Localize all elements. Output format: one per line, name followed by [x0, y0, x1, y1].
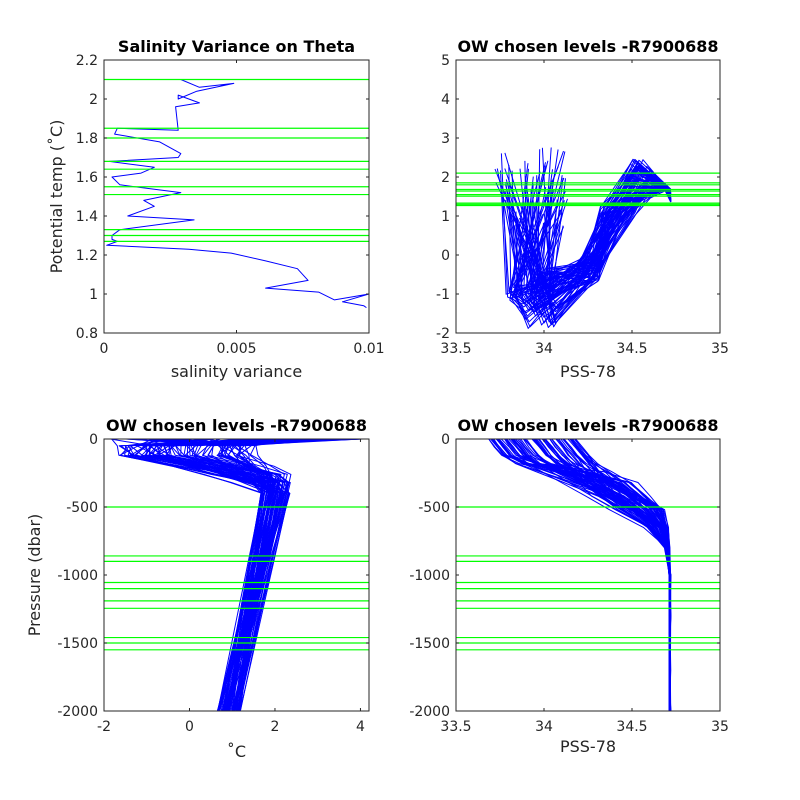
y-tick-label: 1: [89, 287, 98, 303]
y-tick-label: -500: [66, 500, 98, 516]
y-tick-label: 2.2: [76, 53, 98, 69]
x-axis-label-1: salinity variance: [171, 362, 302, 381]
y-tick-label: -1000: [57, 568, 98, 584]
x-tick-label: 0.005: [216, 341, 256, 357]
temperature-profile: [125, 439, 262, 711]
y-tick-label: -1500: [409, 636, 450, 652]
x-tick-label: 34.5: [616, 341, 647, 357]
y-axis-label-3: Pressure (dbar): [25, 514, 44, 637]
x-tick-label: 34: [535, 341, 553, 357]
x-axis-label-3: ˚C: [227, 742, 246, 761]
plot-area-3: [104, 439, 369, 711]
temperature-profile: [142, 439, 347, 711]
temperature-profile: [228, 439, 263, 711]
x-tick-label: -2: [97, 719, 111, 735]
y-tick-label: 5: [441, 53, 450, 69]
plot-area-2: [456, 147, 720, 329]
y-tick-label: 2: [441, 170, 450, 186]
y-axis-label-1: Potential temp (˚C): [47, 120, 66, 274]
y-tick-label: -2000: [57, 704, 98, 720]
x-tick-label: 0: [185, 719, 194, 735]
y-tick-label: 0: [89, 432, 98, 448]
y-tick-label: 0.8: [76, 326, 98, 342]
y-tick-label: 1: [441, 209, 450, 225]
y-tick-label: 0: [441, 248, 450, 264]
x-tick-label: 35: [711, 341, 729, 357]
ticks-4: 33.5 34 34.5 35 -2000 -1500 -1000 -500 0: [409, 432, 729, 735]
y-tick-label: -1000: [409, 568, 450, 584]
x-tick-label: 34.5: [616, 719, 647, 735]
temperature-profile: [197, 439, 274, 711]
y-tick-label: 0: [441, 432, 450, 448]
y-tick-label: -1: [436, 287, 450, 303]
x-tick-label: 2: [271, 719, 280, 735]
y-tick-label: -500: [418, 500, 450, 516]
x-tick-label: 0: [100, 341, 109, 357]
chart-title-1: Salinity Variance on Theta: [118, 37, 355, 56]
x-tick-label: 34: [535, 719, 553, 735]
plot-area-1: [104, 78, 369, 309]
temperature-profile: [130, 439, 271, 711]
y-tick-label: 2: [89, 92, 98, 108]
temperature-profile: [148, 439, 351, 711]
y-tick-label: -2: [436, 326, 450, 342]
chart-title-4: OW chosen levels -R7900688: [457, 416, 718, 435]
variance-line: [106, 79, 369, 309]
y-tick-label: 4: [441, 92, 450, 108]
salinity-profile: [512, 439, 670, 711]
chart-title-3: OW chosen levels -R7900688: [106, 416, 367, 435]
chart-title-2: OW chosen levels -R7900688: [457, 37, 718, 56]
temperature-profile: [221, 439, 286, 711]
x-axis-label-2: PSS-78: [560, 362, 616, 381]
temperature-profile: [196, 439, 363, 711]
y-tick-label: 1.8: [76, 131, 98, 147]
x-tick-label: 35: [711, 719, 729, 735]
y-tick-label: 1.4: [76, 209, 98, 225]
x-axis-label-4: PSS-78: [560, 737, 616, 756]
plot-area-4: [456, 439, 720, 711]
ticks-3: -2 0 2 4 -2000 -1500 -1000 -500 0: [57, 432, 369, 735]
panel-salinity-pressure: 33.5 34 34.5 35 -2000 -1500 -1000 -500 0 OW chos…: [409, 416, 729, 756]
y-tick-label: 1.2: [76, 248, 98, 264]
ticks-1: 0 0.005 0.01 0.8 1 1.2 1.4 1.6 1.8 2 2.2: [76, 53, 385, 357]
temperature-profile: [173, 439, 278, 711]
x-tick-label: 33.5: [440, 719, 471, 735]
axes-frame-1: [103, 59, 370, 334]
axes-frame-2: [455, 59, 721, 334]
y-tick-label: 3: [441, 131, 450, 147]
temperature-profile: [165, 439, 282, 711]
panel-temperature-pressure: -2 0 2 4 -2000 -1500 -1000 -500 0 OW chosen leve…: [25, 416, 370, 761]
salinity-profile: [549, 439, 671, 711]
x-tick-label: 4: [356, 719, 365, 735]
y-tick-label: -2000: [409, 704, 450, 720]
y-tick-label: 1.6: [76, 170, 98, 186]
y-tick-label: -1500: [57, 636, 98, 652]
x-tick-label: 33.5: [440, 341, 471, 357]
x-tick-label: 0.01: [353, 341, 384, 357]
panel-salinity-variance: 0 0.005 0.01 0.8 1 1.2 1.4 1.6 1.8 2 2.2 Salinity …: [47, 37, 385, 381]
